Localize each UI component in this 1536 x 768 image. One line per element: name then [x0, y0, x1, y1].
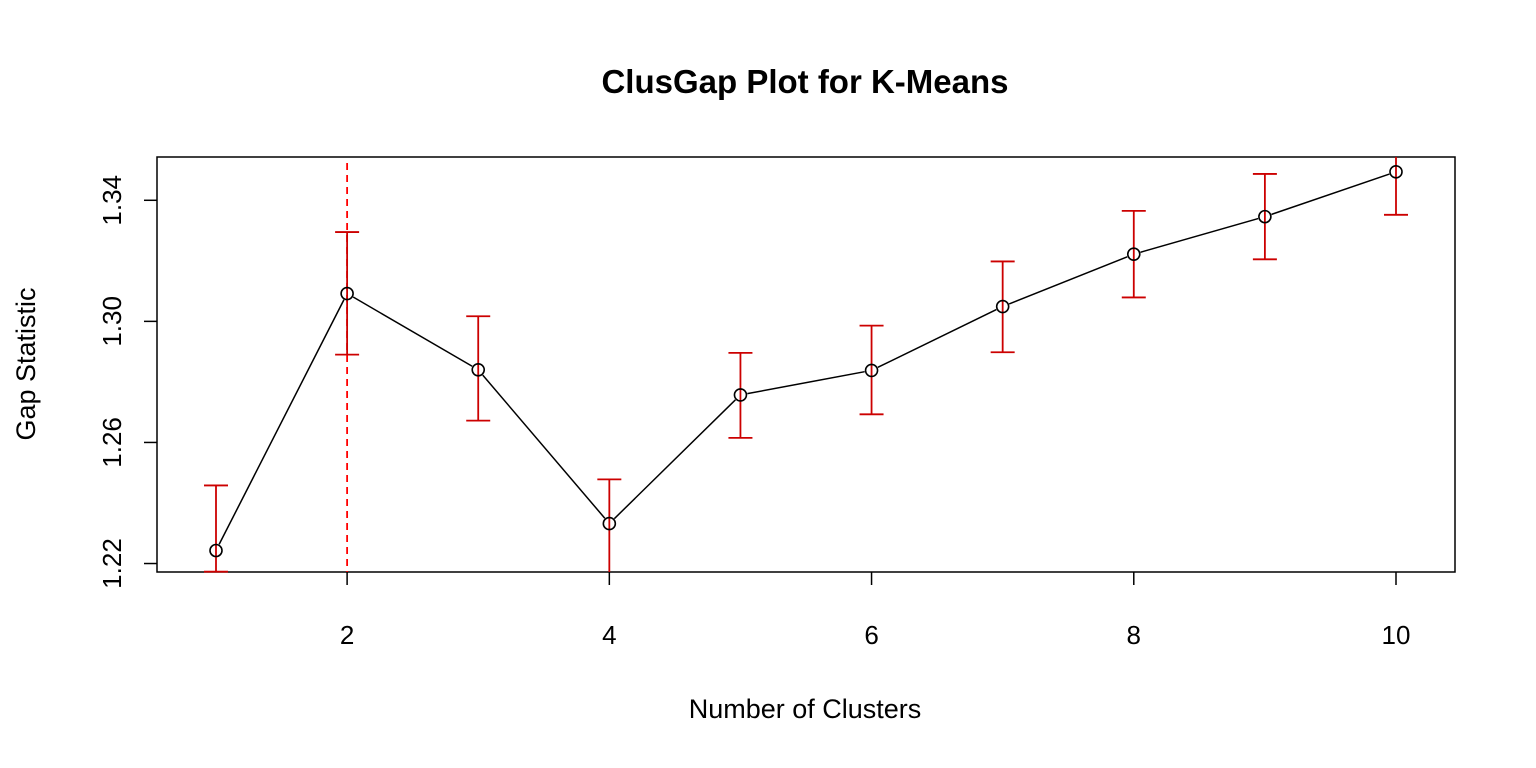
- x-tick-label: 4: [602, 620, 616, 650]
- error-bar: [1384, 157, 1408, 216]
- series-line-segment: [1008, 256, 1128, 305]
- x-tick-label: 10: [1382, 620, 1411, 650]
- error-bar: [990, 260, 1015, 354]
- plot-frame: [156, 156, 1456, 573]
- error-bar: [597, 478, 622, 572]
- series-line-segment: [877, 308, 997, 369]
- data-point: [864, 363, 879, 378]
- error-bar: [335, 231, 360, 356]
- x-tick-label: 6: [864, 620, 878, 650]
- y-axis-label: Gap Statistic: [11, 287, 41, 440]
- error-bar: [466, 315, 491, 422]
- error-bar: [728, 351, 753, 439]
- data-point: [340, 286, 354, 301]
- series-line-segment: [218, 299, 345, 545]
- series-line-segment: [482, 374, 606, 519]
- y-tick-label: 1.26: [97, 417, 127, 468]
- x-axis: 2 4 6 8 10: [340, 572, 1411, 650]
- error-bar: [859, 324, 884, 416]
- x-axis-label: Number of Clusters: [689, 694, 922, 724]
- series-line-segment: [747, 370, 865, 395]
- y-tick-label: 1.30: [97, 296, 127, 347]
- data-point: [209, 543, 223, 558]
- data-point: [733, 388, 748, 402]
- error-bar: [1252, 173, 1277, 261]
- error-bar: [1121, 209, 1146, 299]
- plot-marks: [204, 157, 1408, 573]
- y-tick-label: 1.22: [97, 538, 127, 589]
- data-point: [1126, 247, 1141, 261]
- series-line-segment: [1140, 217, 1259, 253]
- error-bar: [204, 484, 228, 573]
- x-tick-label: 8: [1127, 620, 1141, 650]
- x-tick-label: 2: [340, 620, 354, 650]
- series-line-segment: [613, 399, 736, 520]
- y-axis: 1.22 1.26 1.30 1.34: [97, 175, 157, 589]
- series-line-segment: [1271, 173, 1390, 216]
- data-point: [471, 362, 486, 377]
- data-point: [602, 516, 617, 531]
- data-point: [1389, 165, 1403, 179]
- chart-title: ClusGap Plot for K-Means: [601, 63, 1008, 100]
- data-point: [995, 299, 1010, 314]
- data-point: [1258, 209, 1272, 224]
- y-tick-label: 1.34: [97, 175, 127, 226]
- series-line-segment: [352, 296, 473, 367]
